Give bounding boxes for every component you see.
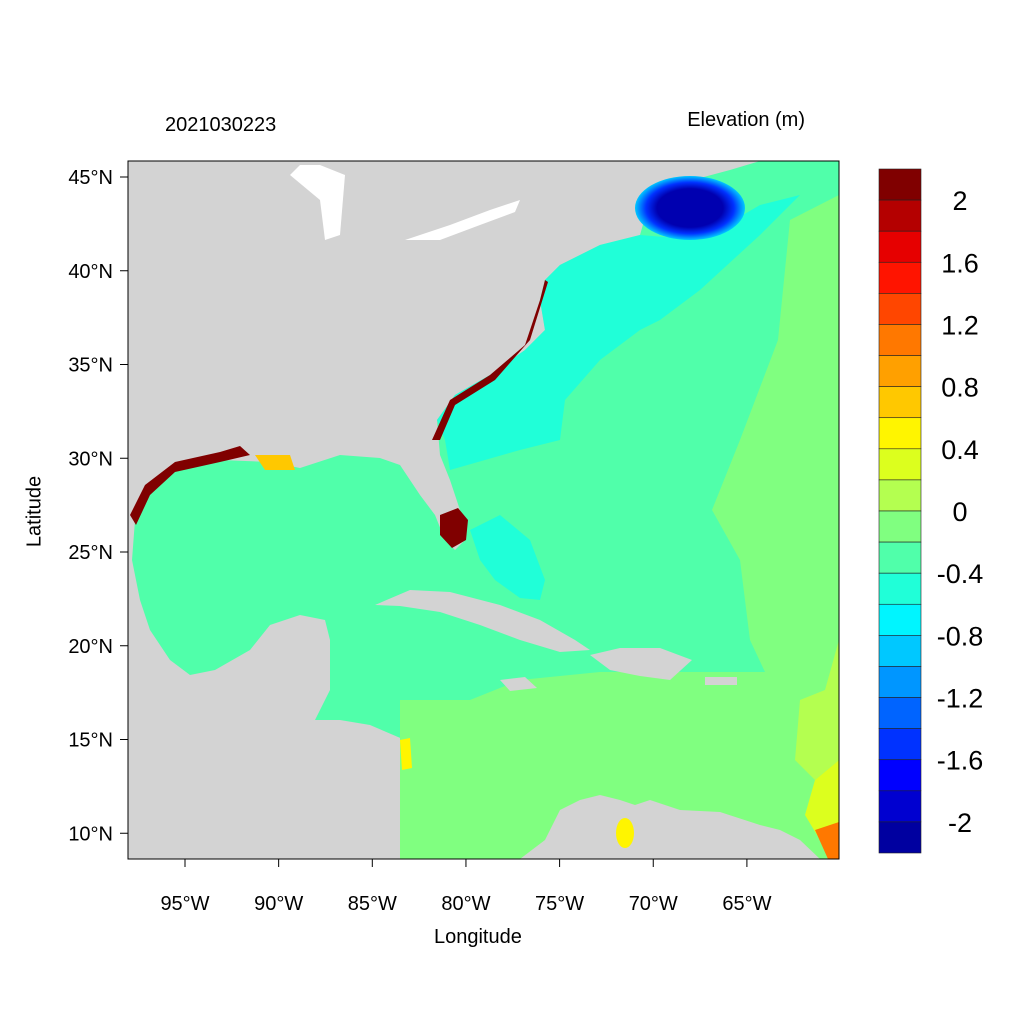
colorbar-swatch xyxy=(878,572,922,605)
coastal-low-region xyxy=(437,195,800,470)
colorbar-label: 1.6 xyxy=(941,248,979,278)
hispaniola-land xyxy=(590,648,692,680)
x-tick-label: 85°W xyxy=(348,893,397,915)
colorbar-swatch xyxy=(878,386,922,419)
south-america-land xyxy=(520,795,820,859)
colorbar-swatch xyxy=(878,603,922,636)
y-tick-label: 45°N xyxy=(68,167,113,189)
colorbar-swatch xyxy=(878,199,922,232)
timestamp-title: 2021030223 xyxy=(165,114,277,136)
plot-frame xyxy=(127,160,840,860)
colorbar-swatch xyxy=(878,355,922,387)
y-tick-label: 30°N xyxy=(68,448,113,470)
colorbar-label: 0.4 xyxy=(941,435,979,465)
louisiana-surge xyxy=(255,455,295,470)
colorbar-swatch xyxy=(878,168,922,201)
colorbar-label: 0.8 xyxy=(941,373,979,403)
lake-erie-ontario xyxy=(405,200,520,240)
x-tick-label: 70°W xyxy=(629,893,678,915)
colorbar-swatch xyxy=(878,261,922,294)
colorbar-label: 0 xyxy=(952,497,967,527)
colorbar-swatch xyxy=(878,324,922,356)
x-tick-label: 80°W xyxy=(441,893,490,915)
colorbar-swatch xyxy=(878,790,922,823)
variable-title: Elevation (m) xyxy=(687,109,805,131)
gulf-of-maine-depression xyxy=(635,176,745,240)
lake-maracaibo-high xyxy=(616,818,634,848)
colorbar-label: -0.8 xyxy=(937,621,984,651)
great-lakes xyxy=(290,165,345,240)
colorbar-swatch xyxy=(878,821,922,854)
colorbar-swatch xyxy=(878,230,922,263)
x-tick-label: 65°W xyxy=(722,893,771,915)
map-layer xyxy=(128,161,839,859)
y-tick-label: 25°N xyxy=(68,542,113,564)
cuba-land xyxy=(375,590,590,652)
trinidad-high xyxy=(815,822,839,859)
colorbar-swatch xyxy=(878,541,922,574)
x-tick-label: 95°W xyxy=(160,893,209,915)
x-axis-label: Longitude xyxy=(434,926,522,948)
colorbar-swatch xyxy=(878,510,922,543)
bahamas-low-region xyxy=(470,515,545,600)
y-tick-label: 10°N xyxy=(68,823,113,845)
y-tick-label: 35°N xyxy=(68,355,113,377)
colorbar-swatch xyxy=(878,728,922,761)
colorbar-label: -2 xyxy=(948,808,972,838)
lesser-antilles-gradient xyxy=(795,640,839,780)
colorbar-swatch xyxy=(878,759,922,792)
x-tick-label: 75°W xyxy=(535,893,584,915)
y-ticks: 45°N 40°N 35°N 30°N 25°N 20°N 15°N 10°N xyxy=(68,167,128,845)
honduras-coast-high xyxy=(400,738,412,770)
colorbar-label: 1.2 xyxy=(941,310,979,340)
y-tick-label: 40°N xyxy=(68,261,113,283)
colorbar-label: 2 xyxy=(952,186,967,216)
colorbar-swatch xyxy=(878,666,922,698)
x-ticks: 95°W 90°W 85°W 80°W 75°W 70°W 65°W xyxy=(160,859,772,915)
colorbar-label: -1.2 xyxy=(937,684,984,714)
colorbar-swatch xyxy=(878,448,922,481)
colorbar-swatch xyxy=(878,635,922,667)
zero-level-region xyxy=(400,195,839,859)
colorbar-swatch xyxy=(878,293,922,325)
florida-surge xyxy=(440,508,468,548)
x-tick-label: 90°W xyxy=(254,893,303,915)
texas-coast-surge xyxy=(130,446,250,525)
colorbar: 2 1.6 1.2 0.8 0.4 0 -0.4 -0.8 -1.2 -1.6 -2 xyxy=(878,168,984,854)
colorbar-label: -1.6 xyxy=(937,746,984,776)
y-tick-label: 20°N xyxy=(68,636,113,658)
puerto-rico-land xyxy=(705,677,737,685)
colorbar-swatch xyxy=(878,417,922,450)
colorbar-swatch xyxy=(878,697,922,729)
y-tick-label: 15°N xyxy=(68,730,113,752)
colorbar-swatch xyxy=(878,479,922,512)
jamaica-land xyxy=(500,677,537,691)
carolina-coast-surge xyxy=(432,280,548,440)
colorbar-label: -0.4 xyxy=(937,559,984,589)
